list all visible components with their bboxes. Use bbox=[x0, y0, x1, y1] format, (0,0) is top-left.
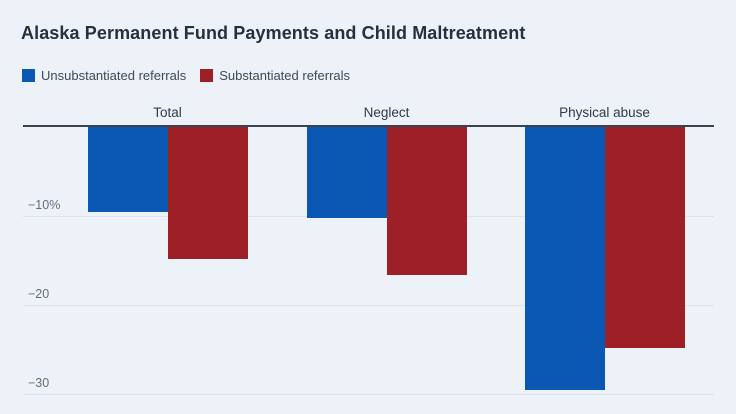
category-label-neglect: Neglect bbox=[363, 105, 410, 120]
category-label-physical-abuse: Physical abuse bbox=[559, 105, 650, 120]
category-label-total: Total bbox=[153, 105, 182, 120]
legend-swatch-unsubstantiated bbox=[22, 69, 35, 82]
chart-title: Alaska Permanent Fund Payments and Child… bbox=[21, 23, 526, 43]
legend-item-substantiated: Substantiated referrals bbox=[200, 68, 350, 83]
legend-label-substantiated: Substantiated referrals bbox=[219, 68, 351, 83]
y-tick-label--10: −10% bbox=[28, 197, 61, 212]
y-tick-label--30: −30 bbox=[28, 375, 50, 390]
y-tick-label--20: −20 bbox=[28, 286, 50, 301]
legend: Unsubstantiated referrals Substantiated … bbox=[22, 68, 350, 83]
bar-substantiated-total bbox=[167, 127, 248, 259]
x-axis-baseline bbox=[23, 125, 714, 127]
gridline--20 bbox=[23, 304, 714, 306]
bar-unsubstantiated-physical-abuse bbox=[524, 127, 605, 391]
bar-substantiated-neglect bbox=[386, 127, 467, 275]
legend-item-unsubstantiated: Unsubstantiated referrals bbox=[22, 68, 186, 83]
bar-unsubstantiated-neglect bbox=[306, 127, 387, 219]
gridline--30 bbox=[23, 393, 714, 395]
legend-label-unsubstantiated: Unsubstantiated referrals bbox=[41, 68, 187, 83]
bar-substantiated-physical-abuse bbox=[604, 127, 685, 348]
legend-swatch-substantiated bbox=[200, 69, 214, 82]
bar-unsubstantiated-total bbox=[87, 127, 168, 213]
